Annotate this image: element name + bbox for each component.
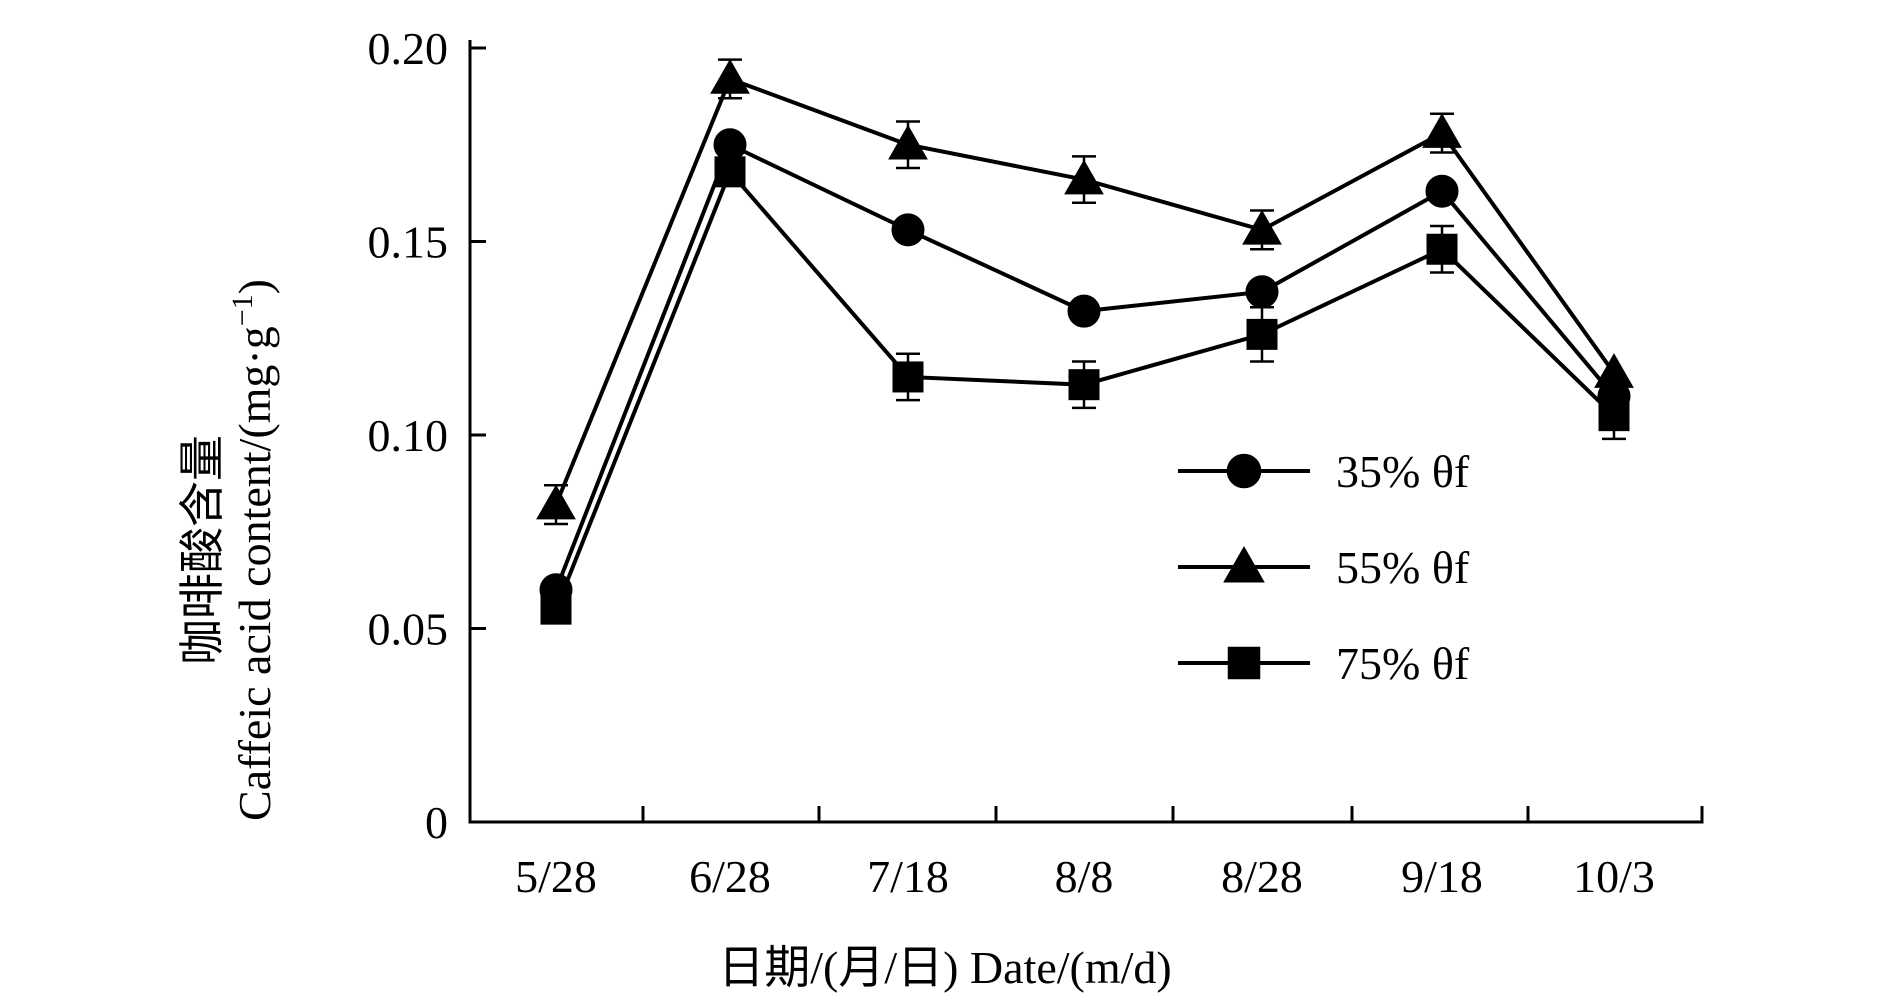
marker-triangle xyxy=(710,58,750,94)
x-tick-label: 7/18 xyxy=(867,851,949,902)
y-axis-title-cn: 咖啡酸含量 xyxy=(177,435,228,665)
x-tick-label: 5/28 xyxy=(515,851,597,902)
x-tick-label: 8/8 xyxy=(1055,851,1114,902)
x-tick-label: 6/28 xyxy=(689,851,771,902)
marker-square xyxy=(892,361,924,393)
marker-triangle xyxy=(1064,159,1104,195)
marker-triangle xyxy=(536,484,576,520)
marker-triangle xyxy=(1422,113,1462,148)
legend-label: 75% θf xyxy=(1336,638,1470,689)
marker-triangle xyxy=(1242,209,1282,245)
legend-item-3: 75% θf xyxy=(1178,638,1470,689)
marker-triangle xyxy=(1223,546,1265,583)
marker-square xyxy=(714,156,746,188)
y-tick-label: 0.10 xyxy=(368,410,449,461)
legend-label: 35% θf xyxy=(1336,446,1470,497)
legend-item-1: 35% θf xyxy=(1178,446,1470,497)
x-tick-label: 9/18 xyxy=(1401,851,1483,902)
marker-square xyxy=(1426,233,1458,265)
y-axis-title-en-main: Caffeic acid content/(mg·g xyxy=(229,326,280,821)
marker-square xyxy=(1068,369,1100,401)
y-tick-label: 0.15 xyxy=(368,217,449,268)
marker-circle xyxy=(713,128,747,162)
marker-square xyxy=(1227,646,1261,680)
y-axis-title-en-end: ) xyxy=(229,279,280,294)
x-tick-label: 10/3 xyxy=(1573,851,1655,902)
marker-circle xyxy=(1425,174,1459,208)
marker-circle xyxy=(1245,275,1279,309)
y-tick-label: 0 xyxy=(425,797,448,848)
legend-item-2: 55% θf xyxy=(1178,542,1470,593)
series-layer xyxy=(536,58,1634,625)
marker-circle xyxy=(1226,453,1262,489)
marker-triangle xyxy=(888,124,928,160)
series-2 xyxy=(536,58,1634,526)
series-3 xyxy=(540,156,1630,625)
y-axis-title: 咖啡酸含量 Caffeic acid content/(mg·g−1) xyxy=(177,279,280,821)
marker-triangle xyxy=(1594,353,1634,388)
x-axis-title: 日期/(月/日) Date/(m/d) xyxy=(718,942,1172,993)
marker-square xyxy=(540,593,572,625)
legend-label: 55% θf xyxy=(1336,542,1470,593)
marker-circle xyxy=(891,213,925,247)
y-tick-label: 0.05 xyxy=(368,604,449,655)
x-tick-label: 8/28 xyxy=(1221,851,1303,902)
marker-circle xyxy=(1067,294,1101,328)
y-axis-title-en-sup: −1 xyxy=(226,294,259,326)
y-tick-label: 0.20 xyxy=(368,23,449,74)
series-1 xyxy=(539,128,1631,607)
marker-square xyxy=(1598,400,1630,432)
y-axis-title-en: Caffeic acid content/(mg·g−1) xyxy=(226,279,280,821)
axes: 0 0.05 0.10 0.15 0.20 5/28 6/28 7/18 8/8 8/28 9/18… xyxy=(368,23,1704,902)
legend: 35% θf 55% θf 75% θf xyxy=(1178,446,1470,689)
marker-square xyxy=(1246,318,1278,350)
axis-frame xyxy=(468,40,1704,824)
